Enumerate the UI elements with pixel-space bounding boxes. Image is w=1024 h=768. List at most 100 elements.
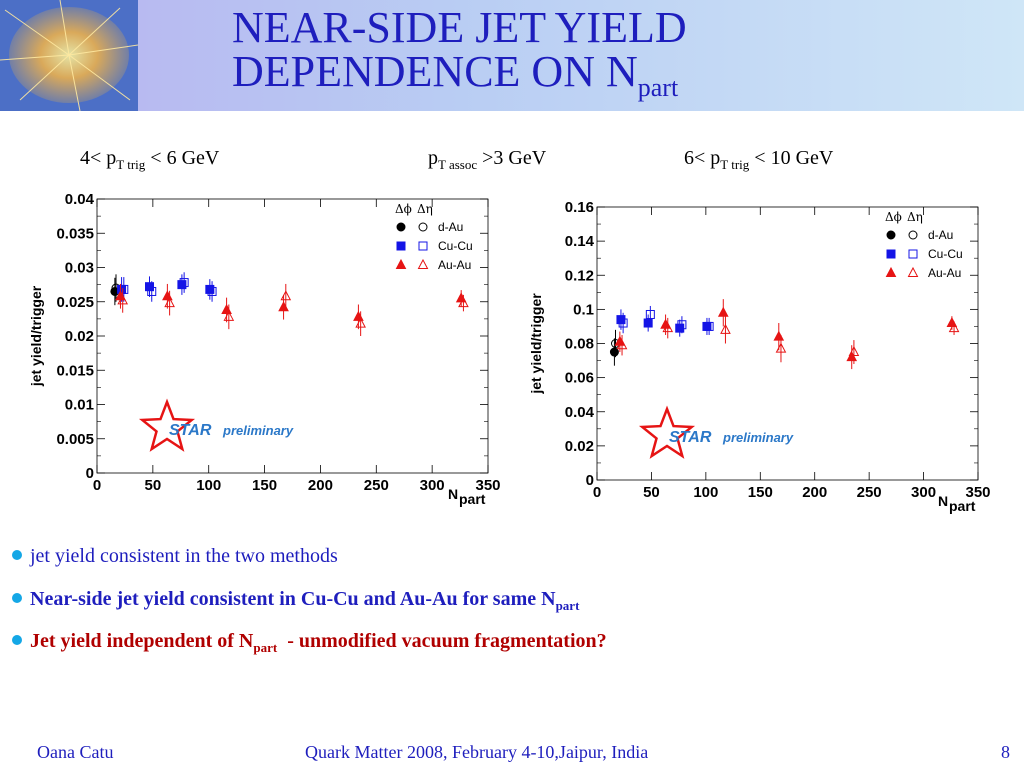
data-point xyxy=(948,322,960,333)
x-tick-label: 350 xyxy=(475,477,500,494)
x-tick-label: 350 xyxy=(965,484,990,501)
data-point xyxy=(720,323,731,334)
x-axis-label-subscript: part xyxy=(459,491,486,507)
data-point xyxy=(177,280,187,290)
chart-right: 0 0.02 0.04 0.06 0.08 0.1 0.12 0.14 0.16 0 50 100 15… xyxy=(528,199,991,514)
data-point xyxy=(717,306,729,317)
y-tick-label: 0.025 xyxy=(56,294,94,311)
data-point xyxy=(885,266,897,277)
title-subscript: part xyxy=(637,73,679,102)
x-tick-label: 100 xyxy=(196,477,221,494)
x-tick-label: 50 xyxy=(643,484,660,501)
data-point xyxy=(164,297,175,308)
y-tick-label: 0.08 xyxy=(565,336,594,353)
data-point xyxy=(848,345,860,357)
legend-entry: Cu-Cu xyxy=(438,239,473,253)
data-point xyxy=(395,258,407,269)
x-tick-label: 100 xyxy=(693,484,718,501)
legend-entry: Au-Au xyxy=(928,266,961,280)
legend-header-dphi: Δϕ xyxy=(395,202,412,216)
legend-entry: d-Au xyxy=(438,220,463,234)
x-tick-label: 150 xyxy=(748,484,773,501)
data-point xyxy=(223,310,235,321)
data-point xyxy=(396,222,406,232)
title-line-1: NEAR-SIDE JET YIELD xyxy=(232,3,687,52)
y-tick-label: 0.14 xyxy=(565,233,595,250)
data-point xyxy=(117,284,127,294)
bullet-2: Near-side jet yield consistent in Cu-Cu … xyxy=(12,588,579,614)
data-point xyxy=(179,278,189,288)
x-axis-label: N xyxy=(938,493,948,509)
y-tick-label: 0.03 xyxy=(65,260,94,277)
y-tick-label: 0.04 xyxy=(565,404,595,421)
x-tick-label: 200 xyxy=(308,477,333,494)
x-tick-label: 250 xyxy=(857,484,882,501)
y-tick-label: 0.16 xyxy=(565,199,594,216)
x-tick-label: 300 xyxy=(420,477,445,494)
data-point xyxy=(618,318,628,328)
star-label: STAR xyxy=(169,422,212,439)
data-point xyxy=(147,286,157,296)
plot-frame xyxy=(96,198,489,474)
legend-header-deta: Δη xyxy=(907,210,923,224)
bullet-3-subscript: part xyxy=(253,640,278,655)
legend-entry: d-Au xyxy=(928,228,953,242)
bullet-3-tail: - unmodified vacuum fragmentation? xyxy=(277,630,607,652)
x-axis-label: N xyxy=(448,486,458,502)
star-logo-icon xyxy=(138,398,196,452)
footer-page-number: 8 xyxy=(1001,742,1010,762)
data-point xyxy=(886,249,896,259)
data-point xyxy=(702,321,712,331)
condition-right: 6< pT trig < 10 GeV xyxy=(684,147,834,172)
y-tick-label: 0.02 xyxy=(565,438,594,455)
y-tick-label: 0.1 xyxy=(573,301,594,318)
bullet-2-subscript: part xyxy=(555,598,580,613)
data-point xyxy=(704,321,714,331)
bullet-3: Jet yield independent of Npart - unmodif… xyxy=(12,630,607,656)
legend-entry: Cu-Cu xyxy=(928,247,963,261)
bullet-1: jet yield consistent in the two methods xyxy=(12,545,338,568)
x-tick-label: 250 xyxy=(364,477,389,494)
y-tick-label: 0.035 xyxy=(56,225,94,242)
data-point xyxy=(907,266,919,277)
bullet-2-text: Near-side jet yield consistent in Cu-Cu … xyxy=(30,588,556,610)
footer-conference: Quark Matter 2008, February 4-10,Jaipur,… xyxy=(305,742,649,762)
chart-left: 0 0.005 0.01 0.015 0.02 0.025 0.03 0.035 0.04 0 50… xyxy=(28,191,501,507)
data-point xyxy=(119,284,129,294)
data-point xyxy=(616,339,628,350)
star-label: STAR xyxy=(669,429,712,446)
data-point xyxy=(396,241,406,251)
title-banner xyxy=(0,0,1024,111)
data-point xyxy=(675,323,685,333)
condition-left: 4< pT trig < 6 GeV xyxy=(80,147,220,172)
title-line-2: DEPENDENCE ON N xyxy=(232,47,638,96)
y-tick-label: 0.06 xyxy=(565,370,594,387)
y-tick-label: 0 xyxy=(586,472,594,489)
x-tick-label: 0 xyxy=(93,477,101,494)
bullet-3-text: Jet yield independent of N xyxy=(30,630,254,652)
footer-author: Oana Catu xyxy=(37,742,114,762)
data-point xyxy=(677,320,687,330)
plot-frame xyxy=(596,206,979,481)
data-point xyxy=(458,297,469,308)
y-tick-label: 0.12 xyxy=(565,267,594,284)
condition-center: pT assoc >3 GeV xyxy=(428,147,547,172)
legend-header-deta: Δη xyxy=(417,202,433,216)
data-point xyxy=(280,290,292,301)
data-point xyxy=(117,294,129,305)
data-point xyxy=(643,318,653,328)
data-point xyxy=(908,230,918,240)
data-point xyxy=(908,249,918,259)
legend-header-dphi: Δϕ xyxy=(885,210,902,224)
data-point xyxy=(417,258,429,269)
x-axis-label-subscript: part xyxy=(949,498,976,514)
data-point xyxy=(418,222,428,232)
slide-title: NEAR-SIDE JET YIELD DEPENDENCE ON Npart xyxy=(232,3,992,103)
data-point xyxy=(355,317,366,328)
preliminary-label: preliminary xyxy=(722,430,794,445)
x-tick-label: 150 xyxy=(252,477,277,494)
data-point xyxy=(609,347,619,357)
y-tick-label: 0.015 xyxy=(56,362,94,379)
data-point xyxy=(207,286,217,296)
data-point xyxy=(616,315,626,325)
